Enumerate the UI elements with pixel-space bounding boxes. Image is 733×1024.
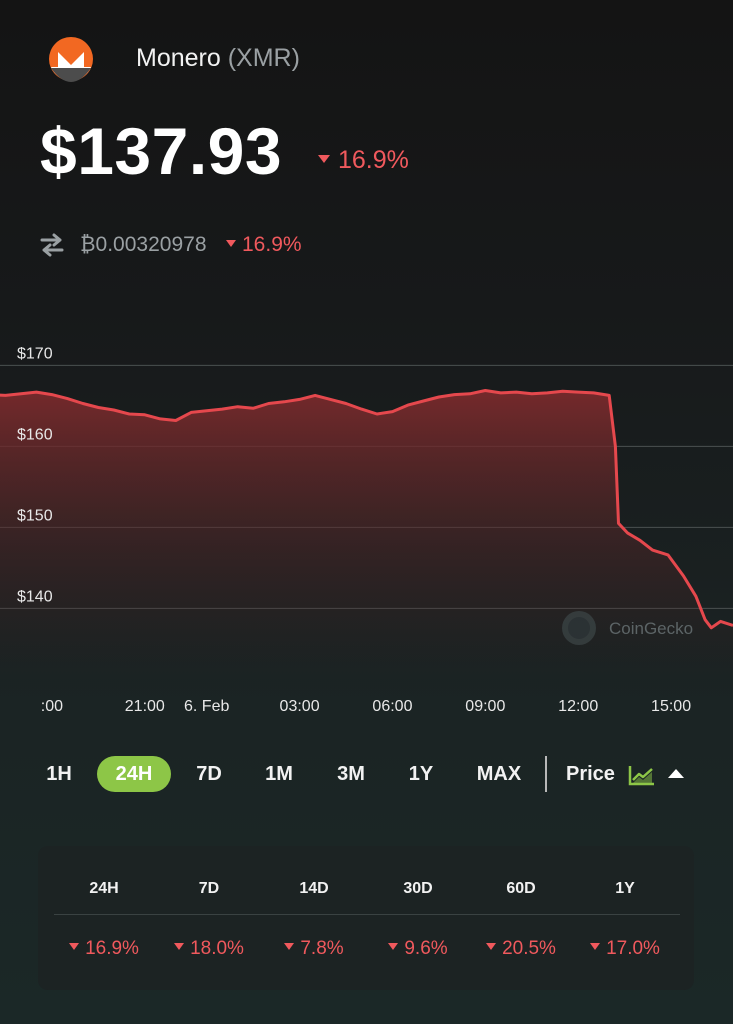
performance-value: 9.6% xyxy=(366,938,470,960)
btc-price: ₿0.00320978 xyxy=(80,233,207,256)
current-price: $137.93 xyxy=(40,114,283,188)
coin-symbol: (XMR) xyxy=(227,44,300,72)
y-tick-label: $160 xyxy=(17,426,53,443)
performance-value-text: 18.0% xyxy=(190,938,244,959)
x-tick-label: 09:00 xyxy=(465,698,505,715)
range-option-1y[interactable]: 1Y xyxy=(408,763,434,785)
x-tick-label: :00 xyxy=(41,698,63,715)
price-area-fill xyxy=(0,390,733,680)
down-triangle-icon xyxy=(284,943,295,951)
btc-price-change: 16.9% xyxy=(226,233,302,257)
coin-name: Monero (XMR) xyxy=(136,44,300,73)
performance-header-7d: 7D xyxy=(198,880,220,897)
price-change-value: 16.9% xyxy=(338,146,409,174)
range-option-7d[interactable]: 7D xyxy=(196,763,222,785)
y-tick-label: $170 xyxy=(17,345,53,362)
range-selector: 1H 24H 7D 1M 3M 1Y MAX Price xyxy=(0,756,733,796)
caret-up-icon[interactable] xyxy=(668,769,684,778)
swap-arrows-icon[interactable] xyxy=(38,232,66,258)
performance-table: 24H 7D 14D 30D 60D 1Y 16.9% 18.0% 7.8% 9.6% 20.5%… xyxy=(38,846,694,990)
price-chart[interactable]: CoinGecko $170 $160 $150 $140 :00 21:00 6. Fe… xyxy=(0,340,733,740)
down-triangle-icon xyxy=(318,155,330,164)
coingecko-logo-inner xyxy=(568,617,590,639)
performance-value: 16.9% xyxy=(52,938,156,960)
y-tick-label: $140 xyxy=(17,588,53,605)
performance-value: 20.5% xyxy=(469,938,573,960)
line-chart-icon[interactable] xyxy=(628,764,656,786)
performance-value-text: 9.6% xyxy=(404,938,448,959)
performance-header-14d: 14D xyxy=(299,880,329,897)
x-tick-label: 6. Feb xyxy=(184,698,229,715)
performance-header-30d: 30D xyxy=(403,880,433,897)
down-triangle-icon xyxy=(174,943,185,951)
performance-value-text: 20.5% xyxy=(502,938,556,959)
y-tick-label: $150 xyxy=(17,507,53,524)
monero-logo-icon xyxy=(49,37,93,82)
coin-name-label: Monero xyxy=(136,44,221,72)
down-triangle-icon xyxy=(388,943,399,951)
x-tick-label: 06:00 xyxy=(372,698,412,715)
performance-header-1y: 1Y xyxy=(615,880,635,897)
performance-header-60d: 60D xyxy=(506,880,536,897)
down-triangle-icon xyxy=(590,943,601,951)
price-line xyxy=(0,389,733,630)
performance-header-24h: 24H xyxy=(89,880,119,897)
performance-value-text: 16.9% xyxy=(85,938,139,959)
down-triangle-icon xyxy=(226,239,236,247)
range-divider xyxy=(545,756,547,792)
range-option-24h[interactable]: 24H xyxy=(97,756,171,792)
performance-value-text: 17.0% xyxy=(606,938,660,959)
performance-value: 18.0% xyxy=(157,938,261,960)
x-axis-labels: :00 21:00 6. Feb 03:00 06:00 09:00 12:00 15:00 xyxy=(41,698,691,715)
range-option-3m[interactable]: 3M xyxy=(337,763,365,785)
price-chart-toggle[interactable]: Price xyxy=(566,763,615,785)
btc-change-value: 16.9% xyxy=(242,233,302,256)
performance-value: 7.8% xyxy=(262,938,366,960)
range-option-max[interactable]: MAX xyxy=(476,763,522,785)
performance-divider xyxy=(54,914,680,915)
range-option-1h[interactable]: 1H xyxy=(46,763,72,785)
x-tick-label: 21:00 xyxy=(125,698,165,715)
range-option-1m[interactable]: 1M xyxy=(265,763,293,785)
y-axis-labels: $170 $160 $150 $140 xyxy=(17,345,53,605)
coingecko-watermark: CoinGecko xyxy=(562,611,693,645)
x-tick-label: 12:00 xyxy=(558,698,598,715)
x-tick-label: 03:00 xyxy=(280,698,320,715)
watermark-text: CoinGecko xyxy=(609,619,693,638)
down-triangle-icon xyxy=(486,943,497,951)
x-tick-label: 15:00 xyxy=(651,698,691,715)
down-triangle-icon xyxy=(69,943,80,951)
price-change-24h: 16.9% xyxy=(318,146,409,175)
performance-value: 17.0% xyxy=(573,938,677,960)
performance-value-text: 7.8% xyxy=(300,938,344,959)
